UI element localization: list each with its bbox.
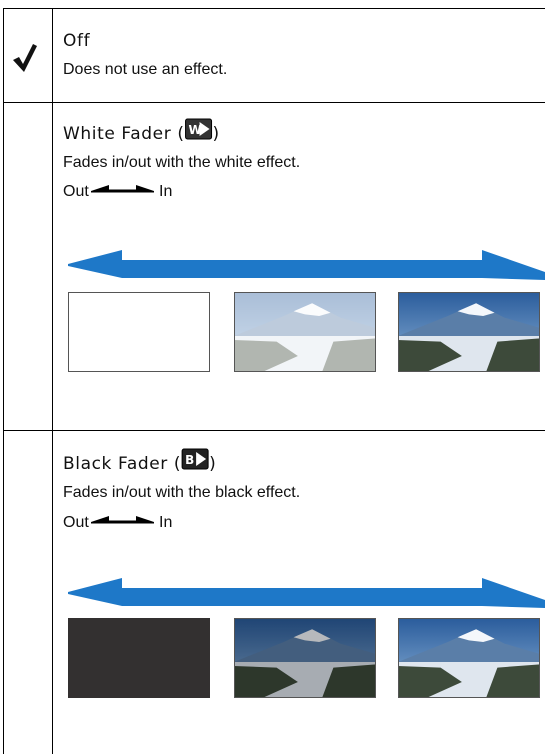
row-title-end: ) [213, 124, 220, 144]
effect-icon [185, 118, 213, 140]
photo-snowcap [457, 629, 495, 642]
photo-snowcap [293, 629, 331, 642]
effect-icon-letter: W [189, 123, 202, 137]
photo-trees [398, 664, 540, 698]
scale-end: In [159, 183, 172, 200]
photo-snowcap [457, 303, 495, 316]
row-description: Fades in/out with the black effect. [63, 484, 300, 501]
scale-start: Out [63, 514, 89, 531]
effect-icon-play [196, 452, 207, 466]
photo [234, 292, 376, 372]
photo-trees [234, 664, 376, 698]
row-title-end: ) [209, 454, 216, 474]
row-title: Black Fader ( [63, 454, 181, 474]
photo-frame [234, 292, 376, 372]
out-in-arrow [91, 516, 154, 524]
photo [398, 292, 540, 372]
scale-end: In [159, 514, 172, 531]
photo-frame [398, 618, 540, 698]
effect-icon-play [199, 122, 210, 136]
photo-frame [398, 292, 540, 372]
photo-frame [234, 618, 376, 698]
effect-icon-letter: B [185, 453, 194, 467]
row-description: Fades in/out with the white effect. [63, 154, 300, 171]
black-frame [68, 618, 210, 698]
photo [398, 618, 540, 698]
out-in-arrow [91, 185, 154, 193]
row-title: White Fader ( [63, 124, 185, 144]
photo-trees [398, 338, 540, 372]
fade-arrow [68, 250, 545, 280]
table-lines [3, 8, 545, 754]
row-title: Off [63, 31, 91, 51]
white-frame [68, 292, 210, 372]
row-description: Does not use an effect. [63, 61, 227, 78]
fade-arrow [68, 578, 545, 608]
scale-start: Out [63, 183, 89, 200]
photo-fade [234, 618, 376, 698]
photo-fade [234, 292, 376, 372]
photo [234, 618, 376, 698]
effect-icon [181, 448, 209, 470]
checkmark [13, 44, 37, 72]
